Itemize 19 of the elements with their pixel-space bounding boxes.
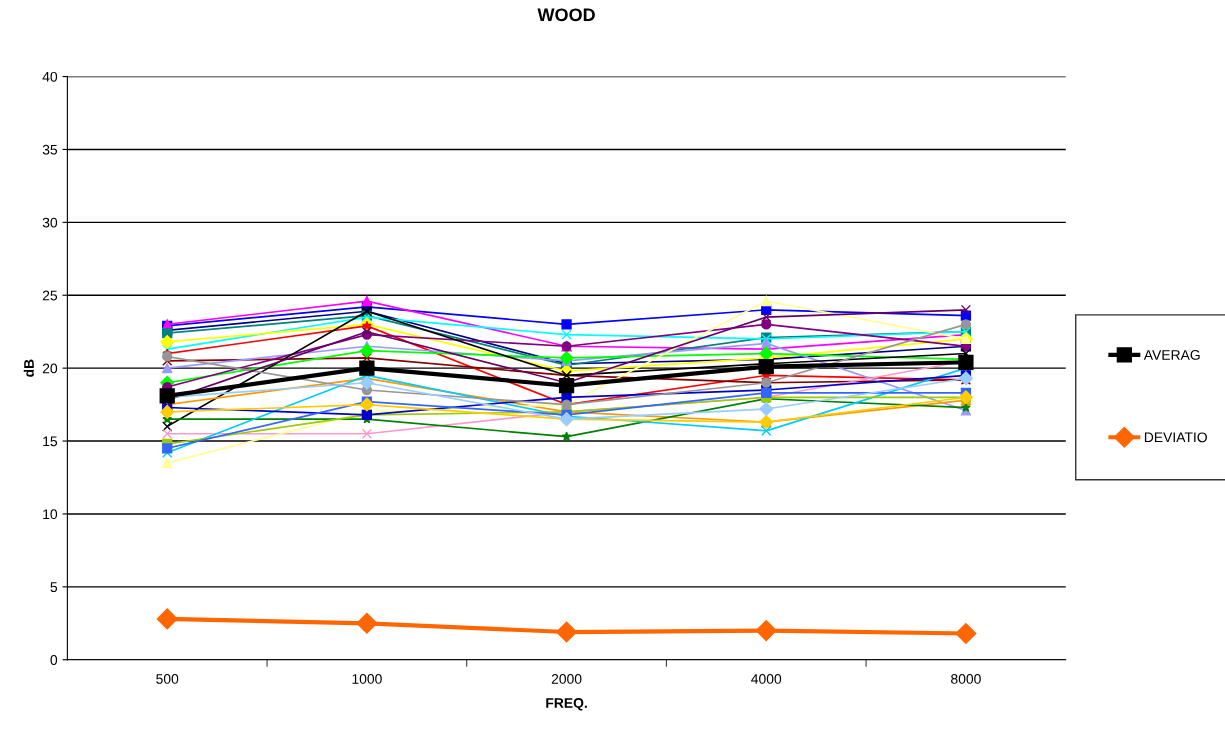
x-tick-label: 2000: [551, 674, 582, 684]
y-tick-label: 25: [42, 290, 58, 301]
x-tick-label: 1000: [352, 674, 382, 684]
y-tick-label: 20: [42, 363, 58, 374]
y-tick-label: 10: [43, 509, 58, 520]
legend-label: AVERAG: [1143, 350, 1200, 360]
x-tick-label: 4000: [751, 674, 782, 684]
x-tick-label: 8000: [951, 674, 981, 684]
y-tick-label: 30: [42, 217, 58, 228]
y-tick-label: 0: [50, 655, 58, 665]
x-axis-title: FREQ.: [546, 698, 587, 711]
y-tick-label: 5: [50, 582, 58, 593]
legend-label: DEVIATIO: [1144, 432, 1207, 443]
y-tick-label: 40: [42, 71, 58, 82]
y-tick-label: 15: [43, 436, 58, 447]
x-tick-label: 500: [156, 674, 179, 684]
y-axis-title: dB: [23, 359, 34, 377]
y-tick-label: 35: [42, 144, 58, 155]
chart-title: WOOD: [537, 8, 595, 22]
